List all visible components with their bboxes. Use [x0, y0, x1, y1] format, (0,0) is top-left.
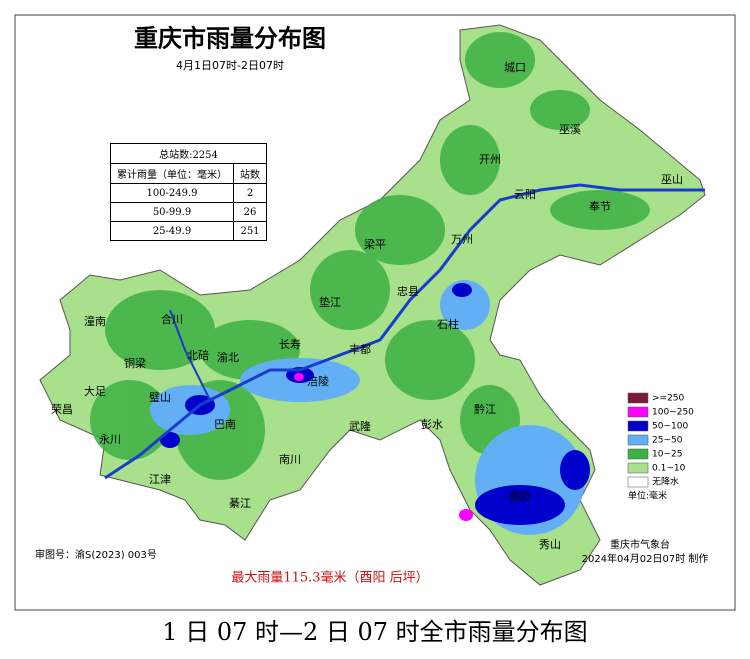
rain-100-250 [459, 509, 473, 521]
district-label: 荣昌 [51, 403, 73, 416]
table-header: 站数 [233, 163, 267, 184]
district-label: 垫江 [319, 295, 341, 309]
district-label: 万州 [451, 233, 473, 246]
rain-50-100 [160, 283, 590, 525]
caption: 1 日 07 时—2 日 07 时全市雨量分布图 [162, 618, 588, 646]
district-label: 江津 [149, 473, 171, 486]
title: 重庆市雨量分布图 [134, 24, 326, 53]
district-label: 南川 [279, 453, 301, 466]
district-label: 巫山 [661, 173, 683, 186]
district-label: 巫溪 [559, 123, 581, 136]
district-label: 涪陵 [307, 374, 329, 388]
district-label: 永川 [99, 432, 121, 446]
legend-swatch [627, 420, 649, 432]
agency: 重庆市气象台 [610, 538, 670, 551]
legend-label: 25~50 [652, 436, 683, 446]
subtitle: 4月1日07时-2日07时 [176, 59, 284, 72]
frame [14, 14, 736, 611]
legend-swatch [627, 462, 649, 474]
district-label: 忠县 [397, 285, 419, 298]
river [169, 309, 211, 401]
legend-swatch [627, 434, 649, 446]
legend-label: 50~100 [652, 422, 688, 432]
district-label: 武隆 [349, 419, 371, 433]
map-number: 审图号：渝S(2023) 003号 [35, 548, 157, 561]
legend-label: 10~25 [652, 450, 682, 460]
legend-label: 0.1~10 [652, 464, 686, 474]
district-label: 云阳 [514, 188, 536, 201]
district-label: 渝北 [217, 350, 239, 364]
legend-label: >=250 [652, 394, 685, 404]
river [104, 183, 705, 480]
rain-100-250 [294, 373, 304, 381]
issued: 2024年04月02日07时 制作 [582, 552, 709, 565]
district-label: 丰都 [349, 343, 371, 356]
legend-swatch [627, 406, 649, 418]
legend-swatch [627, 392, 649, 404]
table-cell: 2 [233, 183, 267, 203]
table-cell: 25-49.9 [110, 221, 234, 241]
legend-label: 无降水 [652, 476, 679, 488]
table-caption: 总站数:2254 [110, 143, 267, 164]
district-label: 北碚 [187, 348, 209, 362]
station-table: 总站数:2254 累计雨量（单位：毫米） 站数 100-249.9 2 50-99.9… [110, 143, 267, 241]
district-label: 秀山 [539, 538, 561, 551]
district-label: 梁平 [364, 237, 386, 251]
max-rain: 最大雨量115.3毫米（酉阳 后坪） [231, 570, 428, 586]
district-label: 大足 [84, 384, 106, 398]
district-label: 璧山 [149, 390, 171, 404]
legend-unit: 单位:毫米 [628, 490, 667, 502]
district-label: 彭水 [421, 417, 443, 431]
district-label: 奉节 [589, 199, 611, 213]
table-cell: 100-249.9 [110, 183, 234, 203]
district-label: 城口 [504, 61, 526, 74]
district-label: 黔江 [474, 402, 496, 416]
legend-label: 100~250 [652, 408, 694, 418]
district-label: 铜梁 [124, 356, 146, 370]
district-label: 开州 [479, 153, 501, 166]
district-label: 石柱 [437, 317, 459, 331]
district-label: 巴南 [214, 418, 236, 431]
district-label: 綦江 [229, 497, 251, 510]
district-label: 潼南 [84, 314, 106, 328]
table-cell: 50-99.9 [110, 202, 234, 222]
district-label: 合川 [161, 312, 183, 326]
table-header: 累计雨量（单位：毫米） [110, 163, 234, 184]
legend-swatch [627, 476, 649, 488]
table-cell: 251 [233, 221, 267, 241]
table-cell: 26 [233, 202, 267, 222]
district-label: 长寿 [279, 337, 301, 351]
district-label: 酉阳 [509, 490, 531, 503]
legend-swatch [627, 448, 649, 460]
